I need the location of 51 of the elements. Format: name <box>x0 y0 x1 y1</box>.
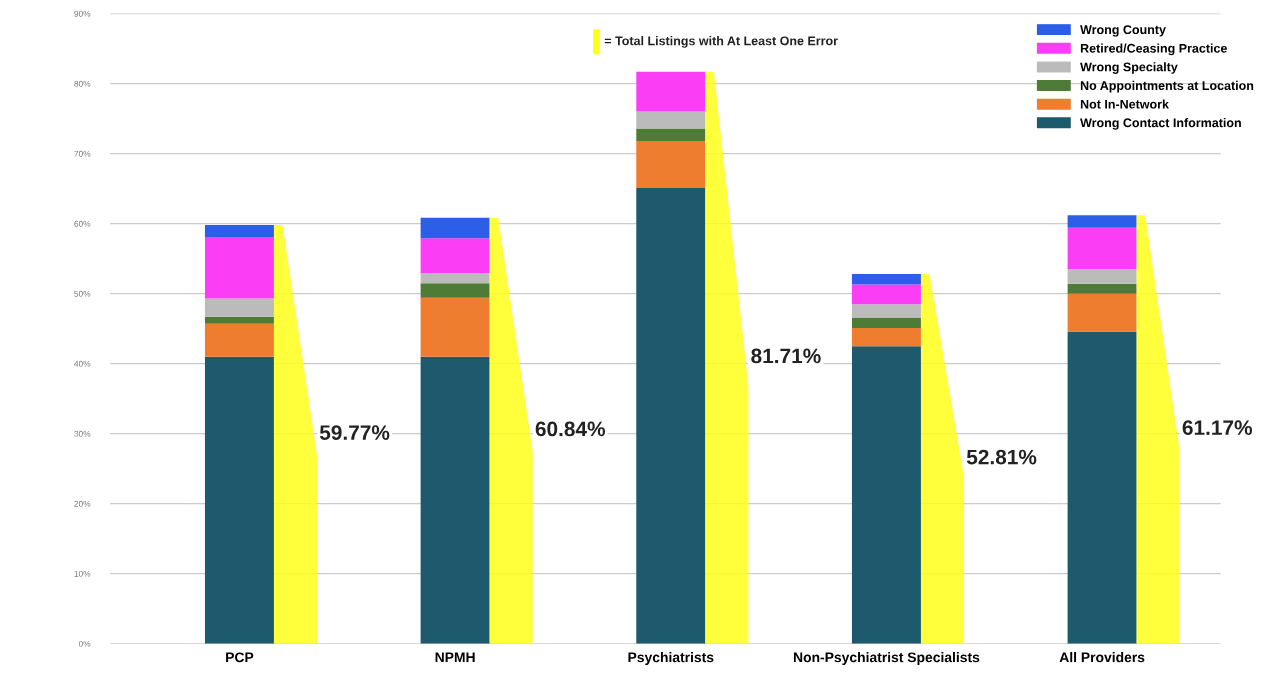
bar <box>1067 269 1137 284</box>
bar <box>851 317 921 328</box>
x-tick-label: NPMH <box>435 652 475 663</box>
bar <box>1067 227 1137 270</box>
total-label: 60.84% <box>535 421 606 437</box>
bar <box>636 141 706 188</box>
x-tick-label: Psychiatrists <box>628 652 714 665</box>
legend-label: Retired/Ceasing Practice <box>1080 43 1227 56</box>
bar <box>851 304 921 318</box>
x-tick-label: Non-Psychiatrist Specialists <box>793 652 980 665</box>
legend-label: Wrong Contact Information <box>1080 118 1241 130</box>
y-tick-label: 20% <box>74 500 91 507</box>
x-tick-label: All Providers <box>1059 652 1145 663</box>
bar <box>851 274 921 285</box>
bar <box>204 316 274 324</box>
annotation: = Total Listings with At Least One Error <box>604 36 838 48</box>
bar <box>851 327 921 347</box>
y-tick-label: 30% <box>74 430 91 437</box>
bar <box>204 225 274 237</box>
bar <box>420 217 490 239</box>
bar <box>204 298 274 317</box>
bar <box>636 71 706 112</box>
bar <box>636 128 706 141</box>
bar <box>420 238 490 274</box>
total-label: 52.81% <box>966 449 1037 465</box>
y-tick-label: 10% <box>74 570 91 577</box>
total-label: 61.17% <box>1182 420 1253 436</box>
bar <box>1067 293 1137 332</box>
y-tick-label: 60% <box>74 220 91 227</box>
x-tick-label: PCP <box>226 652 254 663</box>
bar <box>1067 215 1137 228</box>
y-tick-label: 40% <box>74 360 91 367</box>
bar <box>851 284 921 305</box>
y-tick-label: 0% <box>78 640 91 647</box>
bar <box>420 283 490 298</box>
bar <box>420 273 490 284</box>
total-label: 59.77% <box>319 425 390 440</box>
legend-label: Wrong County <box>1080 25 1166 37</box>
y-tick-label: 70% <box>74 150 91 157</box>
bar <box>204 236 274 299</box>
legend-label: Not In-Network <box>1080 99 1169 109</box>
bar <box>420 297 490 357</box>
y-tick-label: 80% <box>74 80 91 87</box>
bar <box>1067 283 1137 294</box>
legend-label: No Appointments at Location <box>1080 80 1254 93</box>
y-tick-label: 90% <box>74 10 91 17</box>
total-label: 81.71% <box>751 348 821 364</box>
bar <box>204 323 274 357</box>
legend-label: Wrong Specialty <box>1080 62 1178 74</box>
y-tick-label: 50% <box>74 290 91 297</box>
bar <box>636 111 706 129</box>
